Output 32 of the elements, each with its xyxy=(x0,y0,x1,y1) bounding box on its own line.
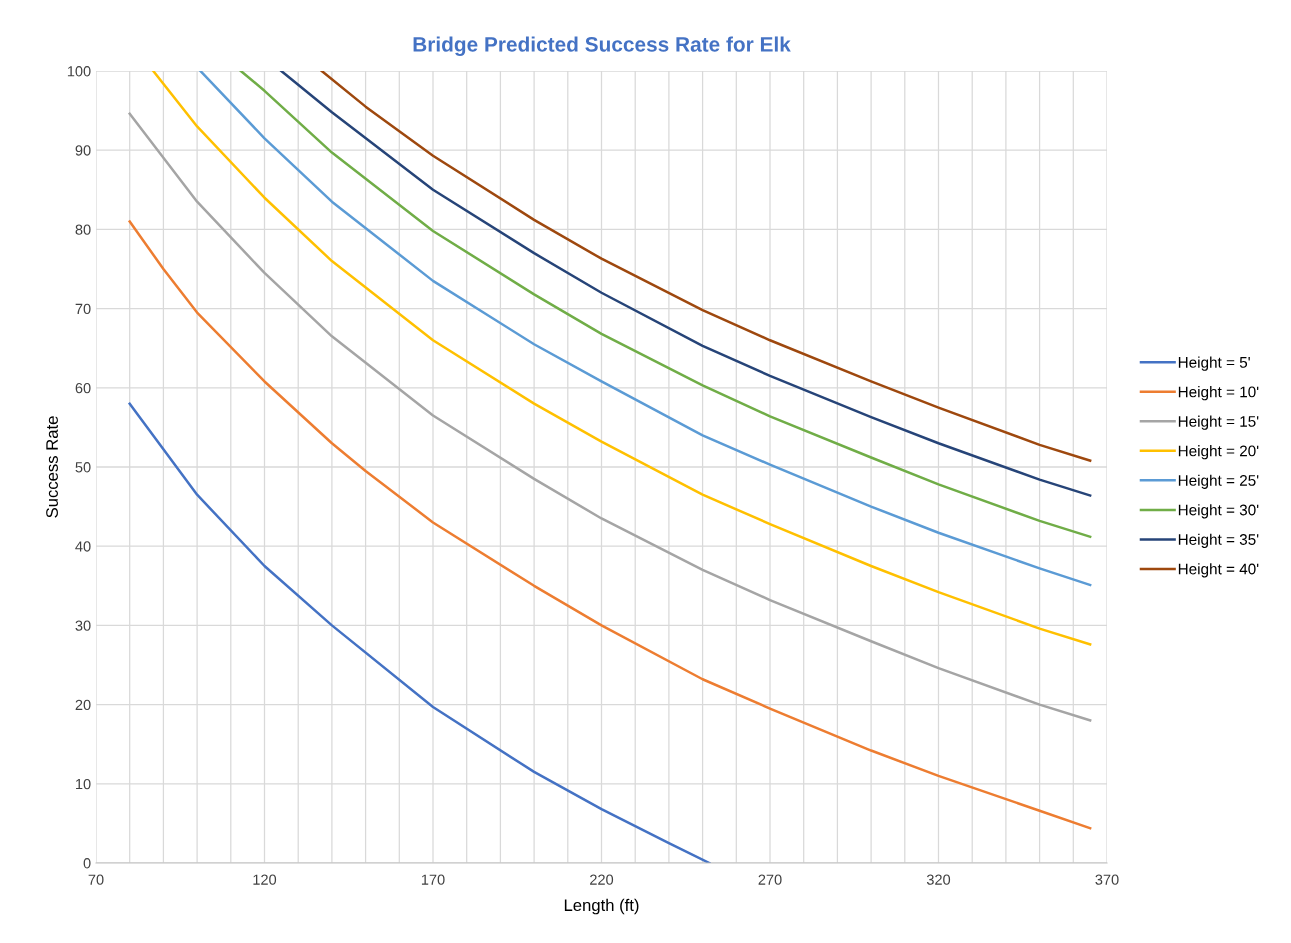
legend-label: Height = 10' xyxy=(1178,386,1259,401)
y-axis-title: Success Rate xyxy=(46,416,58,518)
legend-label: Height = 15' xyxy=(1178,415,1259,430)
line-series xyxy=(128,220,1092,830)
y-tick-label: 20 xyxy=(75,699,91,711)
legend-label: Height = 35' xyxy=(1178,533,1259,548)
y-tick-label: 90 xyxy=(75,145,91,156)
legend-label: Height = 25' xyxy=(1178,474,1259,489)
x-tick-label: 270 xyxy=(758,874,782,885)
y-tick-label: 10 xyxy=(76,778,91,790)
x-tick-label: 320 xyxy=(926,874,951,885)
legend-label: Height = 30' xyxy=(1178,504,1259,519)
x-tick-label: 120 xyxy=(253,874,277,885)
y-tick-label: 50 xyxy=(75,462,91,473)
y-tick-label: 60 xyxy=(75,382,91,394)
y-tick-label: 40 xyxy=(75,541,91,552)
y-tick-label: 30 xyxy=(75,620,91,631)
y-tick-label: 80 xyxy=(75,224,91,235)
chart-title: Bridge Predicted Success Rate for Elk xyxy=(413,36,791,56)
y-tick-label: 70 xyxy=(75,303,91,315)
y-tick-label: 0 xyxy=(83,858,91,869)
x-tick-label: 220 xyxy=(590,874,614,885)
legend-label: Height = 20' xyxy=(1178,445,1259,460)
x-tick-label: 370 xyxy=(1095,874,1119,885)
line-series xyxy=(128,112,1092,722)
x-tick-label: 70 xyxy=(88,874,104,885)
y-tick-label: 100 xyxy=(67,66,91,77)
legend-label: Height = 40' xyxy=(1178,563,1259,578)
x-tick-label: 170 xyxy=(421,874,445,885)
line-series xyxy=(128,402,711,863)
legend-label: Height = 5' xyxy=(1178,356,1250,371)
x-axis-title: Length (ft) xyxy=(564,898,639,915)
